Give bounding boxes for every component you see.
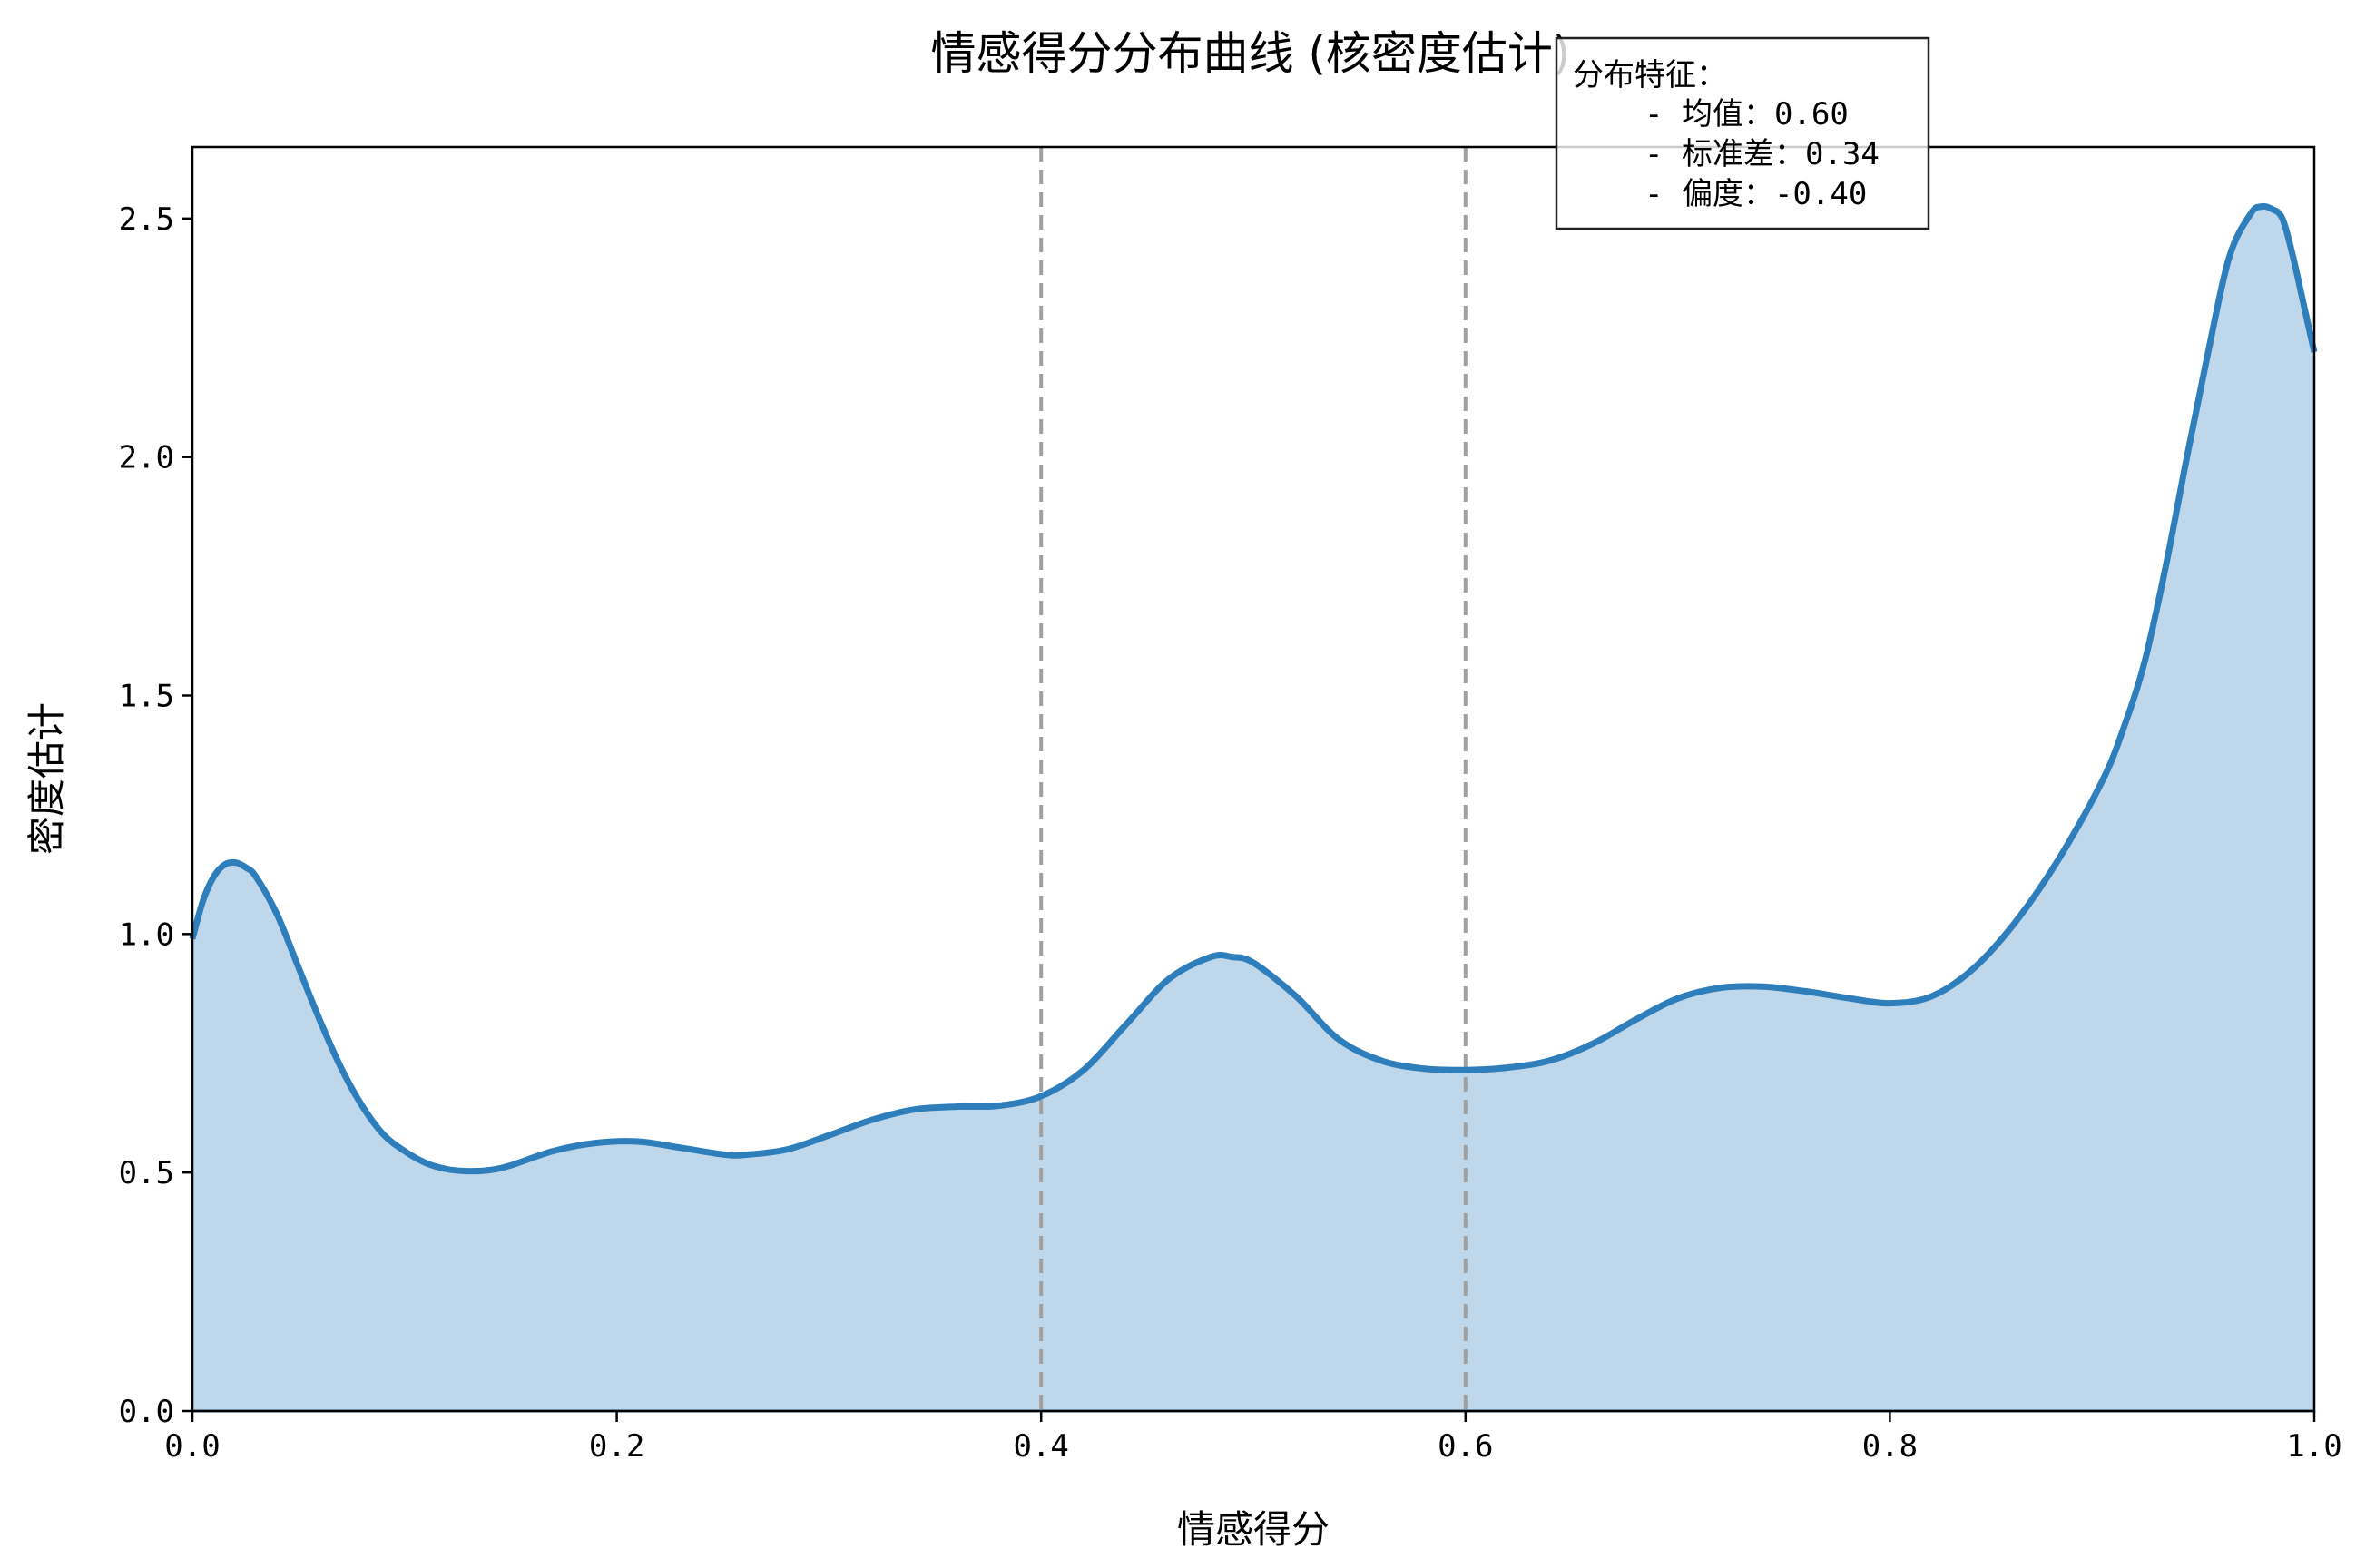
x-tick-label-0: 0.0 [164, 1428, 220, 1465]
x-tick-label-1: 0.2 [589, 1428, 644, 1465]
stats-annotation: 分布特征： - 均值：0.60 - 标准差：0.34 - 偏度：-0.40 [1555, 36, 1930, 230]
y-tick-label-1: 0.5 [119, 1155, 174, 1191]
annotation-box [1555, 36, 1930, 230]
annotation-title: 分布特征： [1573, 57, 1727, 93]
y-axis-title: 密度估计 [25, 702, 69, 855]
density-area [192, 206, 2314, 1411]
x-tick-label-3: 0.6 [1438, 1428, 1493, 1465]
y-tick-label-5: 2.5 [119, 201, 174, 238]
y-tick-label-2: 1.0 [119, 916, 174, 953]
y-tick-label-3: 1.5 [119, 679, 174, 715]
y-tick-label-4: 2.0 [119, 440, 174, 476]
plot-area [189, 147, 2318, 1413]
y-axis: 0.0 0.5 1.0 1.5 2.0 2.5 [119, 201, 192, 1430]
x-axis-title: 情感得分 [1177, 1507, 1330, 1552]
y-tick-label-0: 0.0 [119, 1394, 174, 1430]
annotation-std: - 标准差：0.34 [1644, 136, 1880, 172]
x-tick-label-5: 1.0 [2286, 1428, 2341, 1465]
x-tick-label-2: 0.4 [1013, 1428, 1068, 1465]
annotation-skew: - 偏度：-0.40 [1644, 176, 1867, 212]
x-tick-label-4: 0.8 [1862, 1428, 1918, 1465]
density-line [189, 202, 2318, 1175]
x-axis: 0.0 0.2 0.4 0.6 0.8 1.0 [164, 1411, 2342, 1465]
chart-title: 情感得分分布曲线 (核密度估计) [931, 27, 1571, 80]
plot-frame [191, 145, 2316, 1413]
annotation-mean: - 均值：0.60 [1644, 96, 1849, 132]
